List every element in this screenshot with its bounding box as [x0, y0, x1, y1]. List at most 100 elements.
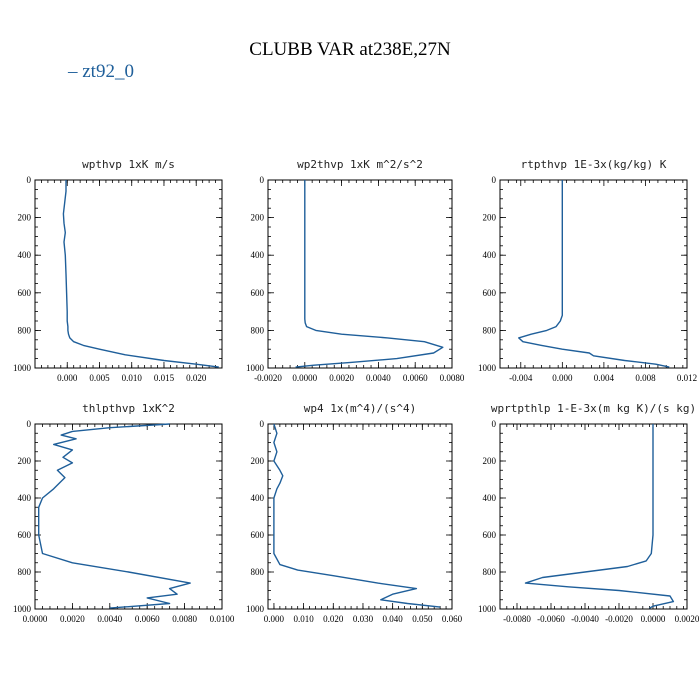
x-tick-label: 0.000 [552, 373, 573, 383]
y-tick-label: 1000 [246, 363, 265, 373]
x-tick-label: -0.0020 [254, 373, 282, 383]
y-tick-label: 200 [251, 213, 265, 223]
x-tick-label: 0.000 [264, 614, 285, 624]
panel-4: thlpthvp 1xK^2 0.0000 0.0020 0.0040 0.0060 0.… [13, 402, 235, 624]
y-tick-label: 200 [18, 213, 32, 223]
x-tick-label: 0.020 [186, 373, 207, 383]
panel-6: wprtpthlp 1-E-3x(m kg K)/(s kg) -0.0080 -0… [478, 402, 700, 624]
x-tick-label: 0.0060 [135, 614, 160, 624]
y-tick-label: 600 [483, 288, 497, 298]
x-tick-label: 0.005 [89, 373, 110, 383]
y-tick-label: 800 [483, 567, 497, 577]
y-tick-label: 1000 [13, 604, 32, 614]
y-tick-label: 0 [27, 175, 32, 185]
x-tick-label: 0.060 [442, 614, 463, 624]
x-tick-label: 0.0000 [641, 614, 666, 624]
y-tick-label: 400 [483, 493, 497, 503]
y-tick-label: 0 [492, 175, 497, 185]
series-line-zt92_0 [273, 423, 441, 608]
plot-frame [267, 179, 453, 369]
x-tick-label: -0.0060 [537, 614, 565, 624]
panel-3: rtpthvp 1E-3x(kg/kg) K -0.004 0.000 0.004 0.… [478, 158, 697, 383]
y-tick-label: 1000 [246, 604, 265, 614]
legend-label: – zt92_0 [67, 61, 134, 82]
plot-frame [499, 423, 688, 610]
x-tick-label: -0.004 [509, 373, 533, 383]
y-tick-label: 600 [18, 530, 32, 540]
panels: wpthvp 1xK m/s 0.000 0.005 0.010 0.015 0.020 0… [13, 158, 700, 624]
x-tick-label: 0.040 [383, 614, 404, 624]
x-tick-label: 0.0000 [23, 614, 48, 624]
x-tick-label: 0.0040 [366, 373, 391, 383]
y-tick-label: 400 [483, 250, 497, 260]
x-tick-label: 0.0020 [675, 614, 700, 624]
series-line-zt92_0 [518, 180, 670, 368]
panel-5: wp4 1x(m^4)/(s^4) 0.000 0.010 0.020 0.030 0.0… [246, 402, 463, 624]
x-tick-label: 0.008 [635, 373, 656, 383]
y-tick-label: 1000 [478, 363, 497, 373]
panel-title: wpthvp 1xK m/s [82, 158, 175, 171]
x-tick-label: 0.000 [57, 373, 78, 383]
x-tick-label: 0.0060 [403, 373, 428, 383]
y-tick-label: 600 [18, 288, 32, 298]
x-tick-label: 0.0080 [440, 373, 465, 383]
series-line-zt92_0 [524, 424, 675, 609]
figure-title: CLUBB VAR at238E,27N [249, 39, 451, 60]
y-tick-label: 0 [260, 419, 265, 429]
y-tick-label: 800 [18, 325, 32, 335]
y-tick-label: 800 [251, 567, 265, 577]
panel-title: rtpthvp 1E-3x(kg/kg) K [521, 158, 667, 171]
x-tick-label: 0.0040 [97, 614, 122, 624]
y-tick-label: 0 [492, 419, 497, 429]
plot-frame [34, 423, 223, 610]
x-tick-label: 0.015 [154, 373, 175, 383]
y-tick-label: 400 [18, 493, 32, 503]
y-tick-label: 400 [251, 250, 265, 260]
y-tick-label: 1000 [13, 363, 32, 373]
y-tick-label: 600 [483, 530, 497, 540]
plot-frame [34, 179, 223, 369]
x-tick-label: 0.010 [122, 373, 143, 383]
x-tick-label: 0.020 [323, 614, 344, 624]
y-tick-label: 200 [483, 456, 497, 466]
y-tick-label: 200 [18, 456, 32, 466]
x-tick-label: -0.0040 [571, 614, 599, 624]
x-tick-label: 0.0080 [172, 614, 197, 624]
plot-frame [499, 179, 688, 369]
series-line-zt92_0 [295, 180, 444, 368]
y-tick-label: 200 [483, 213, 497, 223]
x-tick-label: 0.004 [594, 373, 615, 383]
x-tick-label: 0.0100 [210, 614, 235, 624]
panel-title: wprtpthlp 1-E-3x(m kg K)/(s kg) [491, 402, 696, 415]
y-tick-label: 1000 [478, 604, 497, 614]
x-tick-label: 0.012 [677, 373, 697, 383]
y-tick-label: 600 [251, 288, 265, 298]
plot-frame [267, 423, 453, 610]
y-tick-label: 400 [18, 250, 32, 260]
y-tick-label: 600 [251, 530, 265, 540]
panel-1: wpthvp 1xK m/s 0.000 0.005 0.010 0.015 0.020 0… [13, 158, 223, 383]
x-tick-label: -0.0020 [605, 614, 633, 624]
y-tick-label: 800 [18, 567, 32, 577]
y-tick-label: 0 [27, 419, 32, 429]
y-tick-label: 800 [251, 325, 265, 335]
x-tick-label: 0.0020 [329, 373, 354, 383]
y-tick-label: 0 [260, 175, 265, 185]
y-tick-label: 400 [251, 493, 265, 503]
x-tick-label: 0.050 [412, 614, 433, 624]
x-tick-label: -0.0080 [503, 614, 531, 624]
y-tick-label: 800 [483, 325, 497, 335]
legend: – zt92_0 [67, 61, 134, 82]
x-tick-label: 0.0000 [292, 373, 317, 383]
y-tick-label: 200 [251, 456, 265, 466]
series-line-zt92_0 [62, 180, 219, 368]
series-line-zt92_0 [38, 423, 191, 609]
x-tick-label: 0.010 [293, 614, 314, 624]
panel-title: wp2thvp 1xK m^2/s^2 [297, 158, 423, 171]
panel-title: thlpthvp 1xK^2 [82, 402, 175, 415]
x-tick-label: 0.030 [353, 614, 374, 624]
x-tick-label: 0.0020 [60, 614, 85, 624]
panel-2: wp2thvp 1xK m^2/s^2 -0.0020 0.0000 0.0020 0.… [246, 158, 465, 383]
panel-title: wp4 1x(m^4)/(s^4) [304, 402, 417, 415]
